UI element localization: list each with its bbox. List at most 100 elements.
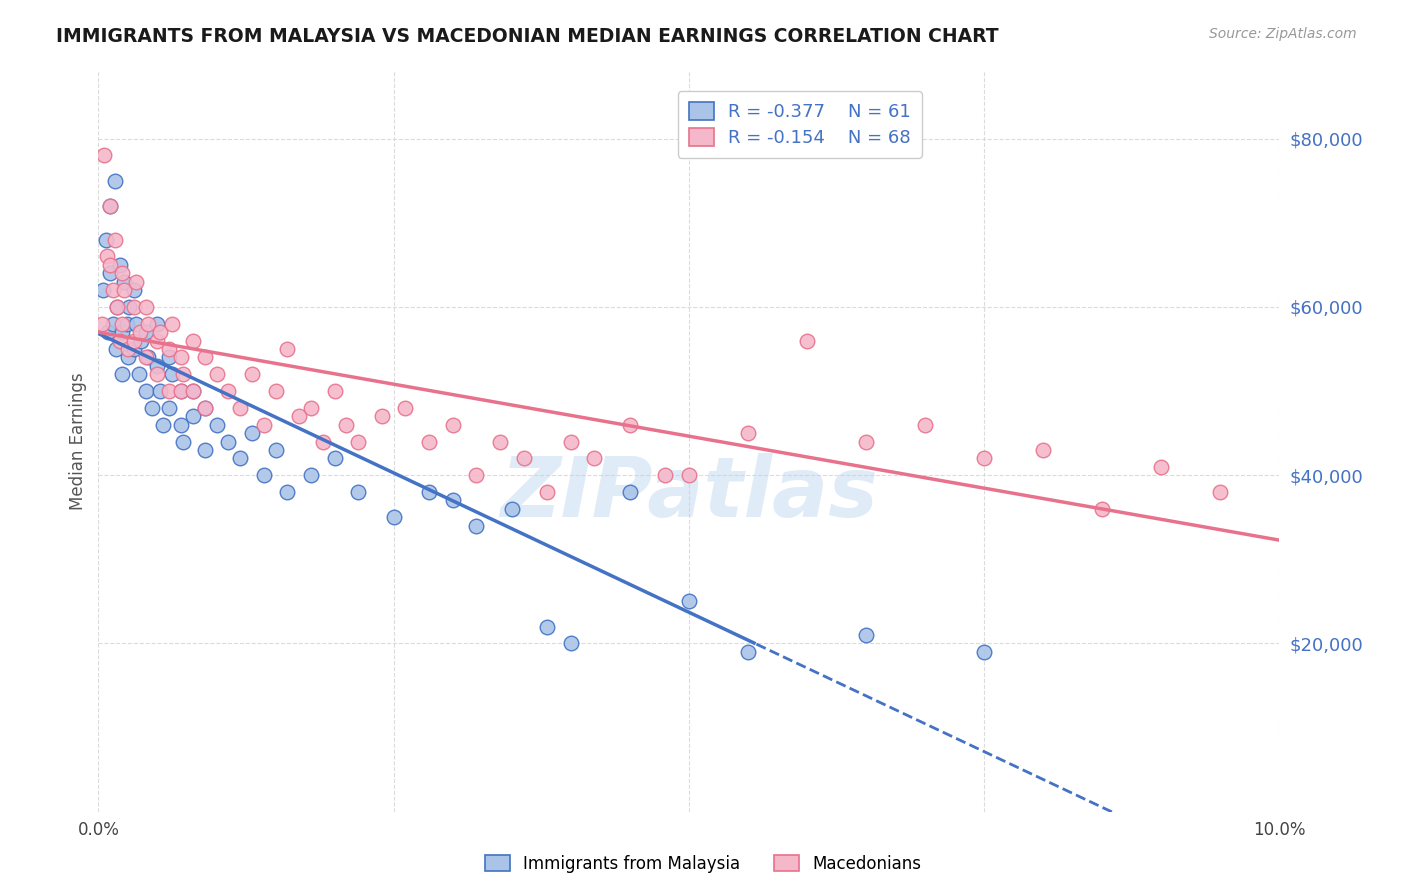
Point: [146, 368, 169, 382]
Point: [96, 250, 118, 264]
Point: [160, 368, 183, 382]
Point: [583, 451, 606, 466]
Point: [112, 283, 135, 297]
Point: [94, 233, 117, 247]
Legend: R = -0.377    N = 61, R = -0.154    N = 68: R = -0.377 N = 61, R = -0.154 N = 68: [678, 92, 922, 158]
Point: [654, 468, 676, 483]
Point: [135, 300, 157, 314]
Point: [152, 417, 174, 432]
Point: [157, 401, 180, 415]
Point: [441, 493, 464, 508]
Point: [125, 317, 148, 331]
Point: [737, 645, 759, 659]
Point: [394, 401, 416, 415]
Point: [181, 409, 204, 424]
Point: [93, 148, 115, 162]
Point: [217, 384, 239, 398]
Point: [1091, 501, 1114, 516]
Point: [299, 468, 322, 483]
Point: [914, 417, 936, 432]
Point: [205, 417, 228, 432]
Point: [973, 645, 995, 659]
Point: [678, 468, 700, 483]
Point: [264, 384, 287, 398]
Point: [172, 368, 194, 382]
Point: [371, 409, 394, 424]
Point: [1209, 485, 1232, 500]
Point: [136, 351, 159, 365]
Point: [170, 417, 193, 432]
Point: [465, 518, 488, 533]
Point: [108, 334, 131, 348]
Point: [136, 317, 159, 331]
Point: [418, 485, 440, 500]
Point: [149, 325, 172, 339]
Point: [678, 594, 700, 608]
Point: [1150, 459, 1173, 474]
Point: [146, 334, 169, 348]
Point: [465, 468, 488, 483]
Point: [122, 300, 145, 314]
Text: Source: ZipAtlas.com: Source: ZipAtlas.com: [1209, 27, 1357, 41]
Point: [157, 384, 180, 398]
Point: [135, 384, 157, 398]
Point: [111, 266, 134, 280]
Point: [98, 266, 121, 280]
Point: [122, 342, 145, 356]
Point: [619, 417, 641, 432]
Point: [312, 434, 335, 449]
Point: [117, 342, 139, 356]
Point: [101, 283, 124, 297]
Point: [98, 258, 121, 272]
Point: [181, 334, 204, 348]
Point: [229, 451, 252, 466]
Point: [91, 317, 114, 331]
Point: [108, 258, 131, 272]
Point: [157, 351, 180, 365]
Point: [737, 426, 759, 441]
Point: [536, 619, 558, 633]
Point: [128, 325, 150, 339]
Point: [122, 334, 145, 348]
Point: [118, 300, 141, 314]
Y-axis label: Median Earnings: Median Earnings: [69, 373, 87, 510]
Point: [112, 275, 135, 289]
Point: [205, 368, 228, 382]
Point: [217, 434, 239, 449]
Point: [170, 384, 193, 398]
Point: [335, 417, 357, 432]
Point: [129, 334, 152, 348]
Point: [1032, 442, 1054, 457]
Point: [98, 199, 121, 213]
Point: [323, 451, 346, 466]
Text: ZIPatlas: ZIPatlas: [501, 453, 877, 534]
Point: [619, 485, 641, 500]
Text: IMMIGRANTS FROM MALAYSIA VS MACEDONIAN MEDIAN EARNINGS CORRELATION CHART: IMMIGRANTS FROM MALAYSIA VS MACEDONIAN M…: [56, 27, 998, 45]
Point: [160, 317, 183, 331]
Point: [97, 325, 120, 339]
Point: [104, 174, 127, 188]
Point: [105, 342, 128, 356]
Point: [181, 384, 204, 398]
Point: [855, 628, 877, 642]
Point: [194, 351, 217, 365]
Point: [105, 300, 128, 314]
Point: [98, 199, 121, 213]
Point: [276, 342, 298, 356]
Point: [240, 426, 263, 441]
Point: [194, 401, 217, 415]
Point: [299, 401, 322, 415]
Point: [323, 384, 346, 398]
Point: [288, 409, 311, 424]
Point: [122, 283, 145, 297]
Point: [973, 451, 995, 466]
Point: [111, 325, 134, 339]
Point: [146, 317, 169, 331]
Point: [536, 485, 558, 500]
Point: [347, 485, 370, 500]
Point: [135, 351, 157, 365]
Point: [418, 434, 440, 449]
Point: [264, 442, 287, 457]
Point: [512, 451, 534, 466]
Point: [560, 636, 582, 650]
